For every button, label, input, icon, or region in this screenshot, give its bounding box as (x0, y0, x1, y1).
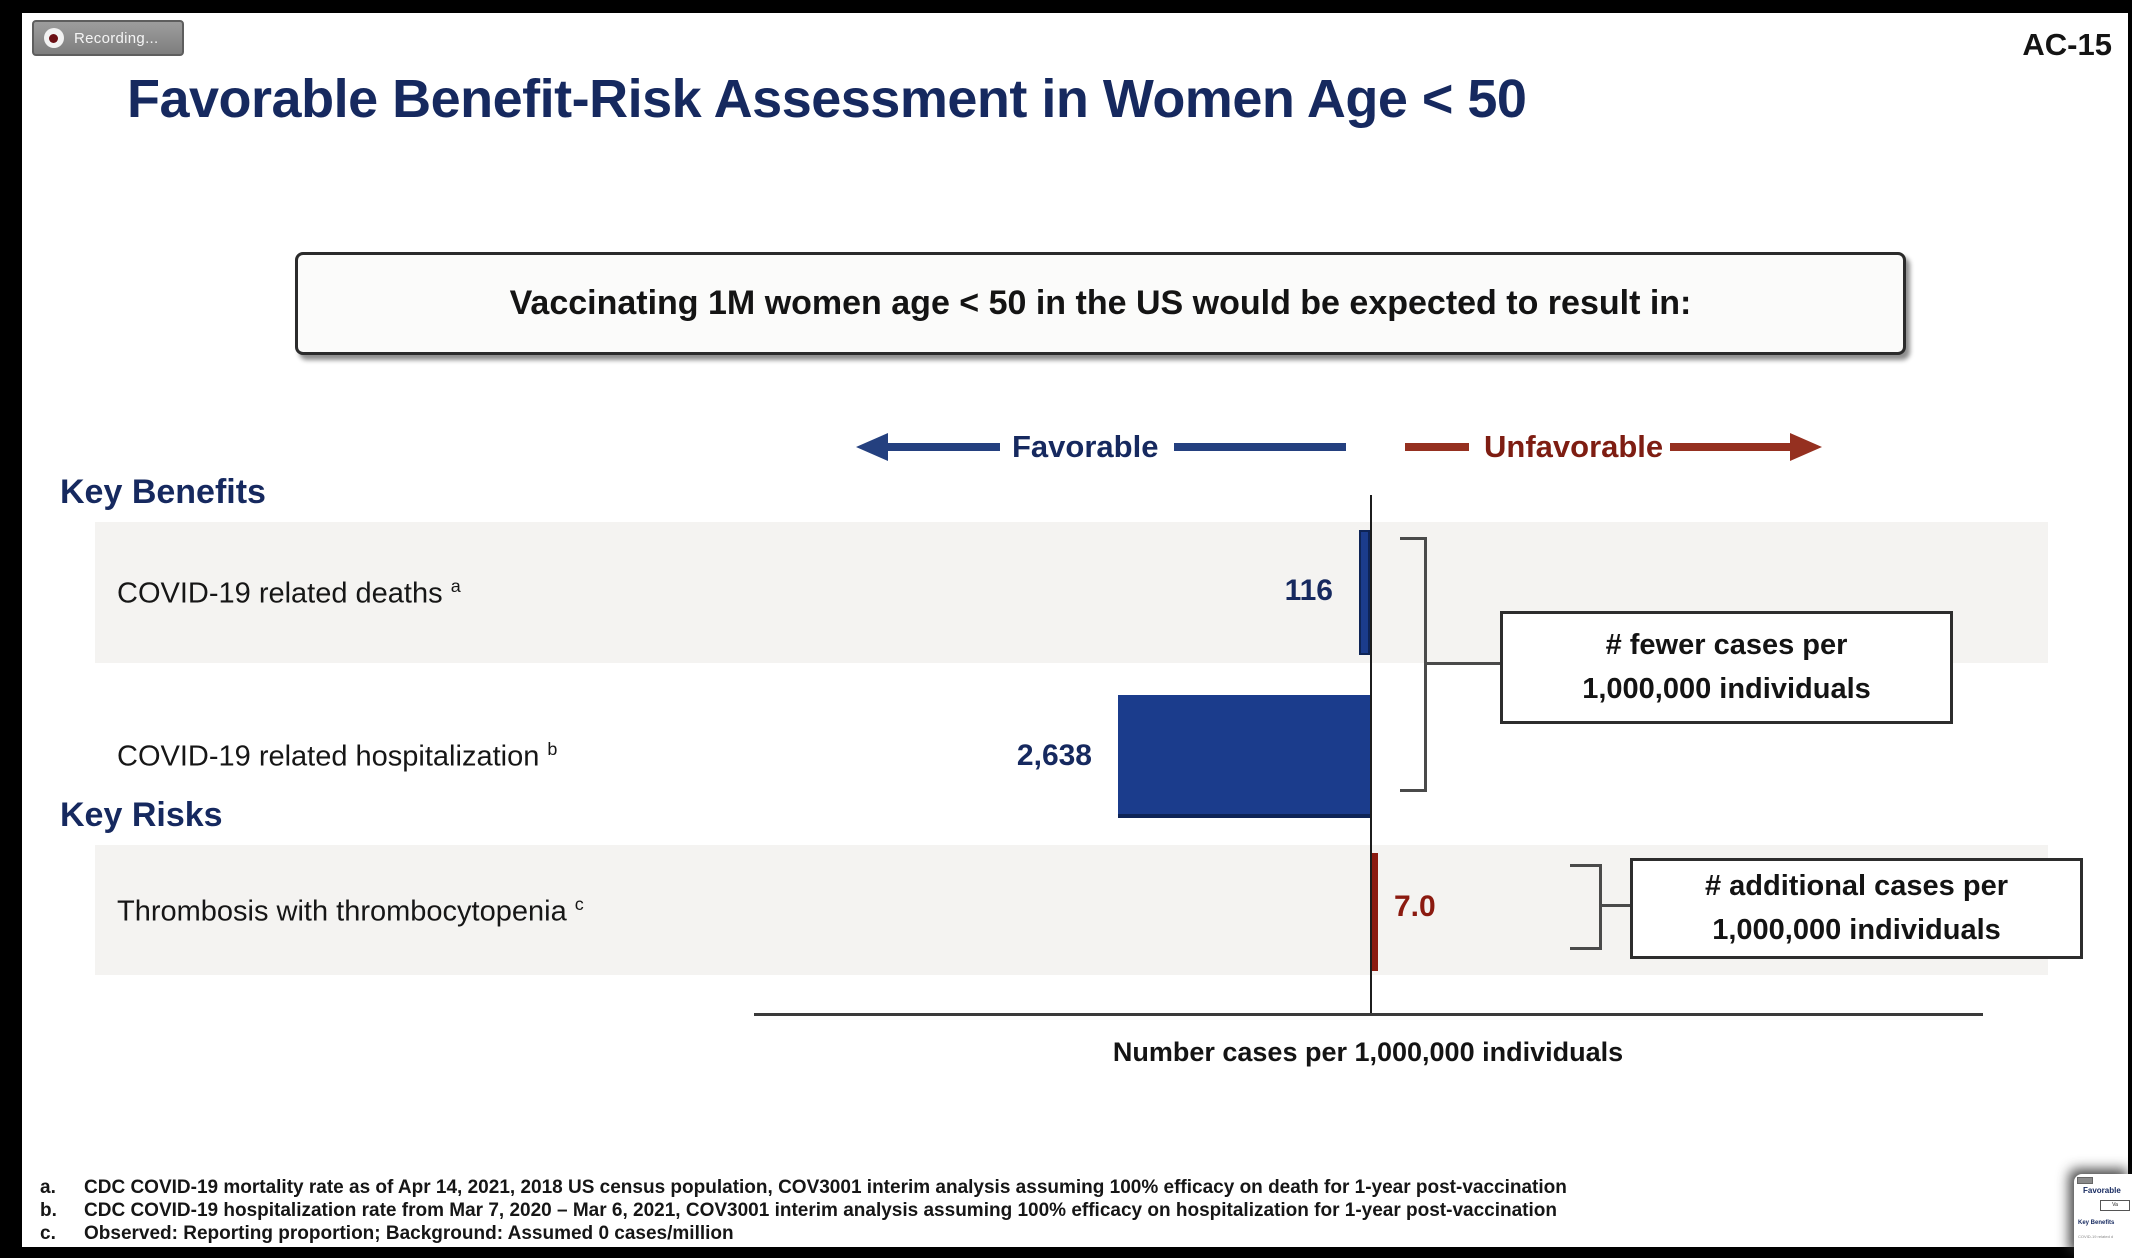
zero-baseline-axis (1370, 495, 1372, 1015)
mini-recording-badge (2077, 1177, 2093, 1184)
direction-legend: Favorable Unfavorable (22, 425, 2128, 469)
footnote-ref: b (547, 739, 558, 759)
footnote-c: c. Observed: Reporting proportion; Backgr… (40, 1223, 734, 1244)
mini-statement-box: Va (2100, 1200, 2130, 1211)
mini-benefits-heading: Key Benefits (2078, 1220, 2115, 1226)
favorable-arrow-line (888, 443, 1000, 451)
footnote-b: b. CDC COVID-19 hospitalization rate from… (40, 1200, 1557, 1221)
unfavorable-arrow-icon (1790, 433, 1822, 461)
x-axis-label: Number cases per 1,000,000 individuals (1112, 1037, 1624, 1067)
footnotes: a. CDC COVID-19 mortality rate as of Apr … (40, 1176, 1567, 1245)
recording-label: Recording... (74, 29, 159, 47)
risks-bracket-connector (1599, 904, 1632, 907)
bar-value-deaths: 116 (1284, 574, 1333, 607)
favorable-label: Favorable (1012, 429, 1159, 464)
row-label-hospitalization: COVID-19 related hospitalization b (117, 739, 558, 773)
row-label-thrombosis: Thrombosis with thrombocytopenia c (117, 894, 584, 928)
bar-hospitalization (1118, 695, 1370, 818)
risks-bracket (1570, 947, 1602, 950)
mini-row-text: COVID-19 related d (2078, 1234, 2114, 1239)
footnote-ref: a (450, 576, 461, 596)
group-heading-risks: Key Risks (60, 796, 223, 834)
record-dot-icon (44, 28, 64, 48)
benefits-callout-box: # fewer cases per 1,000,000 individuals (1500, 611, 1953, 724)
bar-value-thrombosis: 7.0 (1394, 890, 1436, 923)
bar-deaths (1359, 530, 1370, 655)
group-heading-benefits: Key Benefits (60, 473, 266, 511)
presentation-slide: Recording... AC-15 Favorable Benefit-Ris… (22, 13, 2128, 1247)
unfavorable-arrow-line (1670, 443, 1792, 451)
unfavorable-arrow-line (1405, 443, 1469, 451)
x-axis-line (754, 1013, 1983, 1016)
risks-bracket (1599, 864, 1602, 950)
statement-text: Vaccinating 1M women age < 50 in the US … (509, 284, 1692, 322)
risks-bracket (1570, 864, 1602, 867)
favorable-arrow-line (1174, 443, 1346, 451)
footnote-a: a. CDC COVID-19 mortality rate as of Apr … (40, 1177, 1567, 1198)
recording-status-badge: Recording... (32, 20, 184, 56)
slide-number: AC-15 (2022, 27, 2112, 62)
benefits-bracket (1400, 537, 1427, 540)
risks-callout-box: # additional cases per 1,000,000 individ… (1630, 858, 2083, 959)
slide-preview-thumbnail[interactable]: Favorable Va Key Benefits COVID-19 relat… (2074, 1174, 2132, 1258)
slide-title: Favorable Benefit-Risk Assessment in Wom… (127, 69, 1527, 129)
footnote-ref: c (574, 894, 584, 914)
mini-slide-title: Favorable (2083, 1186, 2121, 1195)
statement-box: Vaccinating 1M women age < 50 in the US … (295, 252, 1906, 355)
benefits-bracket (1400, 789, 1427, 792)
bar-value-hospitalization: 2,638 (1016, 739, 1092, 772)
bar-thrombosis (1372, 853, 1378, 971)
unfavorable-label: Unfavorable (1484, 429, 1664, 464)
benefits-bracket-connector (1424, 662, 1500, 665)
row-label-deaths: COVID-19 related deaths a (117, 576, 461, 610)
favorable-arrow-icon (856, 433, 888, 461)
